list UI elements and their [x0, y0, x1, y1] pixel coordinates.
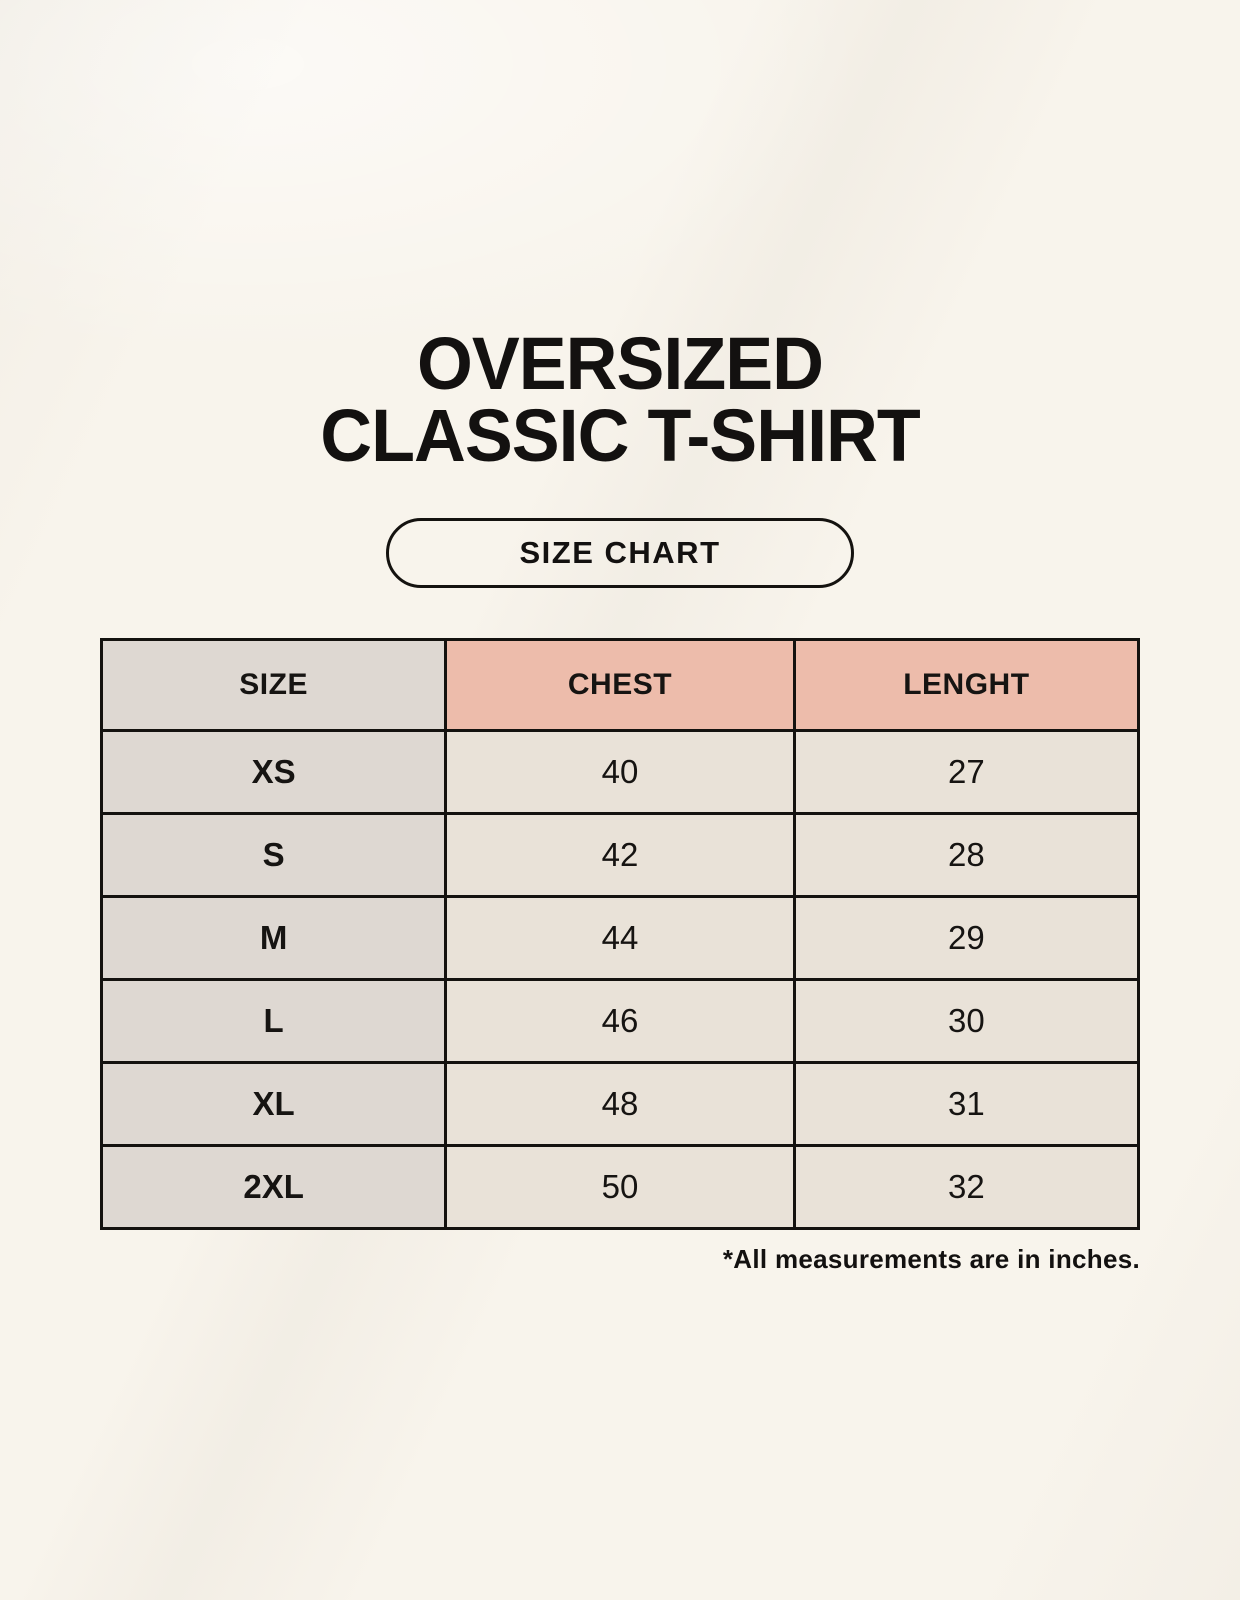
size-chart-table: SIZE CHEST LENGHT XS 40 27 S 42 28 M	[99, 637, 1141, 1230]
table-row: S 42 28	[99, 811, 1141, 898]
lenght-cell: 30	[792, 977, 1141, 1064]
page-title-line1: OVERSIZED	[416, 322, 824, 405]
lenght-cell: 32	[792, 1143, 1141, 1230]
chest-cell: 40	[444, 728, 796, 815]
lenght-cell: 29	[792, 894, 1141, 981]
chest-cell: 44	[444, 894, 796, 981]
column-header-chest: CHEST	[444, 637, 796, 732]
table-header-row: SIZE CHEST LENGHT	[99, 637, 1141, 732]
size-cell: M	[99, 894, 448, 981]
chest-cell: 46	[444, 977, 796, 1064]
size-cell: S	[99, 811, 448, 898]
chest-cell: 50	[444, 1143, 796, 1230]
table-row: L 46 30	[99, 977, 1141, 1064]
page-title: OVERSIZED CLASSIC T-SHIRT	[19, 0, 1222, 477]
table-row: XS 40 27	[99, 728, 1141, 815]
column-header-lenght: LENGHT	[792, 637, 1141, 732]
page-title-line2: CLASSIC T-SHIRT	[320, 393, 921, 477]
lenght-cell: 28	[792, 811, 1141, 898]
table-row: 2XL 50 32	[99, 1143, 1141, 1230]
column-header-size: SIZE	[99, 637, 448, 732]
lenght-cell: 27	[792, 728, 1141, 815]
table-row: XL 48 31	[99, 1060, 1141, 1147]
size-cell: XS	[99, 728, 448, 815]
size-cell: L	[99, 977, 448, 1064]
chest-cell: 42	[444, 811, 796, 898]
chest-cell: 48	[444, 1060, 796, 1147]
lenght-cell: 31	[792, 1060, 1141, 1147]
size-chart-badge-label: SIZE CHART	[519, 534, 721, 570]
size-chart-badge: SIZE CHART	[386, 517, 854, 588]
size-cell: 2XL	[99, 1143, 448, 1230]
size-cell: XL	[99, 1060, 448, 1147]
table-row: M 44 29	[99, 894, 1141, 981]
measurements-footnote: *All measurements are in inches.	[722, 1243, 1140, 1274]
